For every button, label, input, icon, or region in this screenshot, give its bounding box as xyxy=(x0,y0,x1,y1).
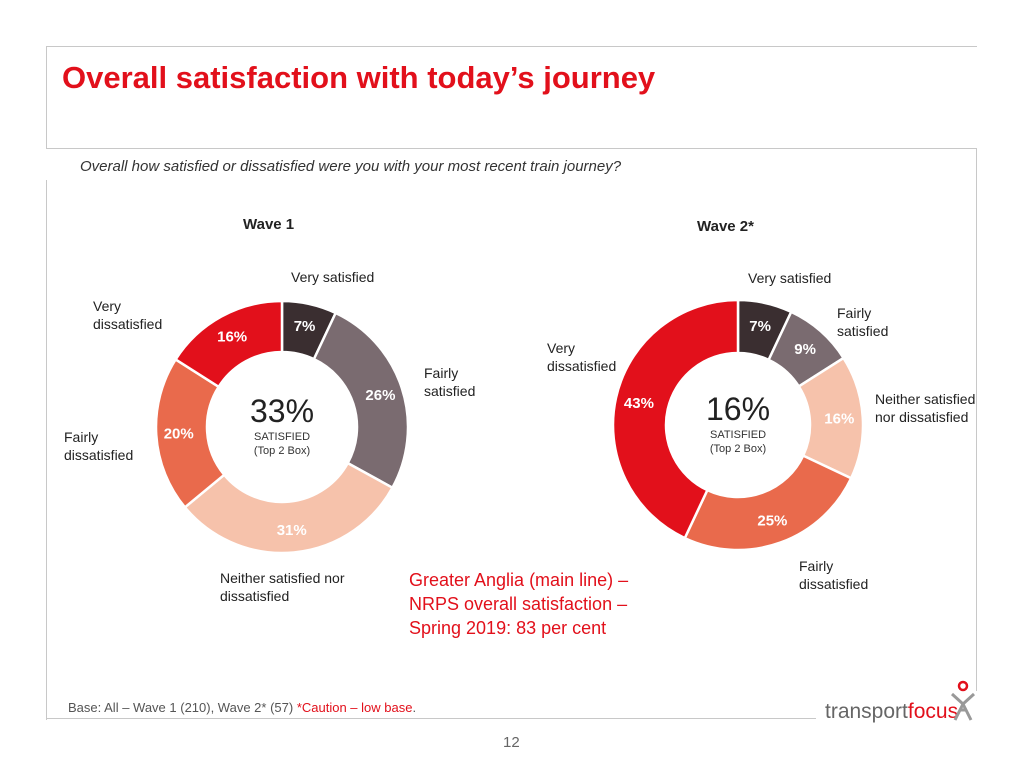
w2-label-very-satisfied: Very satisfied xyxy=(748,270,832,286)
w1-slice-neither xyxy=(183,461,395,555)
page-number: 12 xyxy=(503,734,520,751)
base-note: Base: All – Wave 1 (210), Wave 2* (57) *… xyxy=(68,700,416,715)
w1-label-fairly-dissatisfied: Fairly dissatisfied xyxy=(64,429,134,463)
logo-figure-icon xyxy=(950,680,976,721)
w1-value-label-very-satisfied: 7% xyxy=(294,318,316,335)
w2-label-fairly-dissatisfied: Fairly dissatisfied xyxy=(799,558,869,592)
w2-value-label-very-satisfied: 7% xyxy=(749,318,771,335)
title-frame xyxy=(46,46,977,149)
page-title: Overall satisfaction with today’s journe… xyxy=(62,60,656,95)
w1-label-very-dissatisfied: Very dissatisfied xyxy=(93,298,163,332)
question-text: Overall how satisfied or dissatisfied we… xyxy=(80,158,622,175)
w1-value-label-very-dissatisfied: 16% xyxy=(217,328,247,345)
logo-text-focus: focus xyxy=(907,700,959,723)
transportfocus-logo: transportfocus xyxy=(825,700,958,724)
w2-center-sub: (Top 2 Box) xyxy=(710,443,766,455)
logo-text-transport: transport xyxy=(825,700,908,723)
w1-slice-fairly-satisfied xyxy=(312,311,410,490)
w2-center-label: SATISFIED xyxy=(710,429,766,441)
w2-value-label-neither: 16% xyxy=(824,411,854,428)
left-rule xyxy=(46,180,47,720)
w2-label-fairly-satisfied: Fairly satisfied xyxy=(837,305,889,339)
w2-value-label-fairly-satisfied: 9% xyxy=(794,341,816,358)
w1-label-fairly-satisfied: Fairly satisfied xyxy=(424,365,476,399)
w1-value-label-fairly-satisfied: 26% xyxy=(365,387,395,404)
content-frame xyxy=(46,148,977,691)
w2-center-value: 16% xyxy=(706,391,770,427)
w2-label-neither: Neither satisfied nor dissatisfied xyxy=(875,391,976,425)
wave2-title: Wave 2* xyxy=(697,218,754,235)
bottom-rule xyxy=(46,718,816,719)
w1-center-value: 33% xyxy=(250,393,314,429)
wave1-title: Wave 1 xyxy=(243,216,295,233)
w1-center-sub: (Top 2 Box) xyxy=(254,445,310,457)
w1-label-very-satisfied: Very satisfied xyxy=(291,269,375,285)
base-text: Base: All – Wave 1 (210), Wave 2* (57) xyxy=(68,700,297,715)
nrps-note: Greater Anglia (main line) – NRPS overal… xyxy=(409,570,629,638)
w2-slice-very-dissatisfied xyxy=(611,298,740,540)
w2-label-very-dissatisfied: Very dissatisfied xyxy=(547,340,617,374)
caution-text: *Caution – low base xyxy=(296,700,413,715)
w2-value-label-very-dissatisfied: 43% xyxy=(624,395,654,412)
w1-label-neither: Neither satisfied nor dissatisfied xyxy=(220,570,345,604)
w1-value-label-fairly-dissatisfied: 20% xyxy=(164,425,194,442)
w2-value-label-fairly-dissatisfied: 25% xyxy=(757,512,787,529)
w2-slice-fairly-dissatisfied xyxy=(683,453,853,552)
base-end: . xyxy=(412,700,417,715)
w1-slice-very-dissatisfied xyxy=(173,299,284,389)
w1-center-label: SATISFIED xyxy=(254,431,310,443)
w1-value-label-neither: 31% xyxy=(277,522,307,539)
